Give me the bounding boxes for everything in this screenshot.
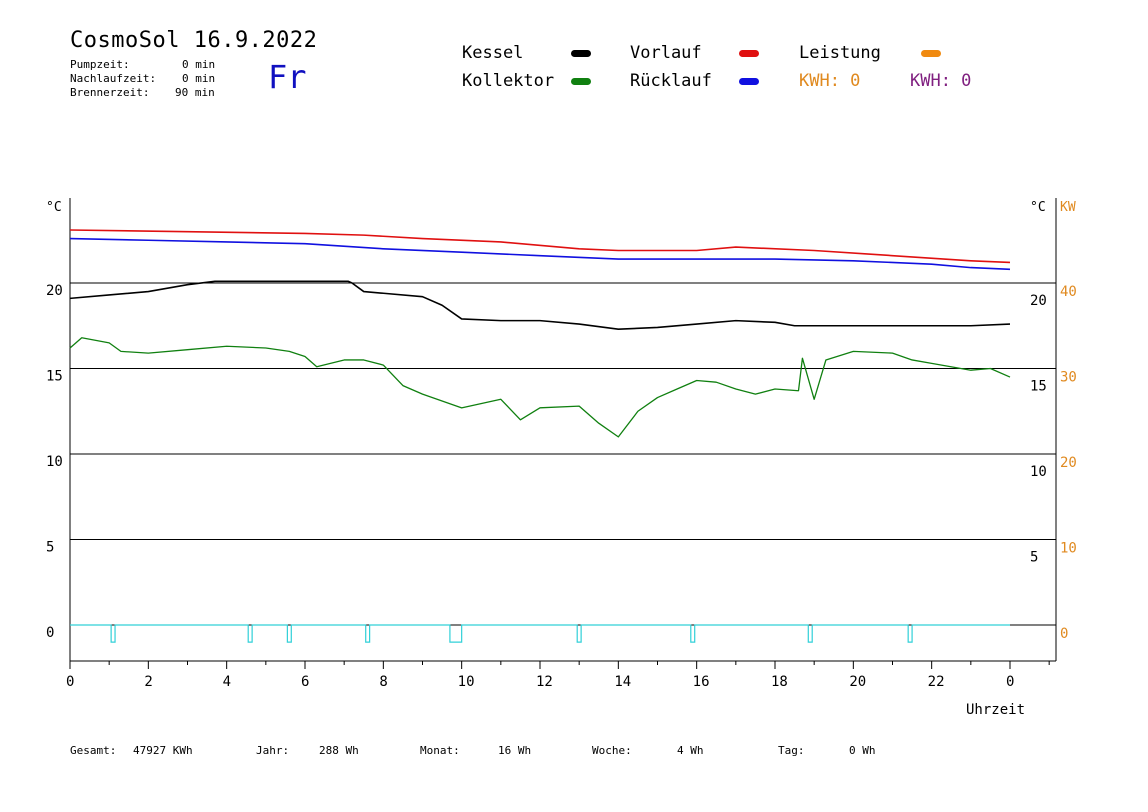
y-tick-label-left: 20	[46, 283, 63, 299]
series-line-ruecklauf	[69, 237, 1011, 271]
kwh-leistung: KWH: 0	[799, 71, 861, 91]
y-axis-label-kw: KW	[1060, 200, 1076, 215]
series-line-vorlauf	[69, 229, 1011, 264]
y-tick-label-left: 15	[46, 369, 63, 385]
x-tick-label: 18	[771, 674, 788, 690]
tick-labels: 0 2 4 6 8 10 12 14 16 18 20 22 0 0 5 10 15 20 5 10 15 20 0 10 20…	[46, 283, 1077, 690]
stat-label-nachlaufzeit: Nachlaufzeit:	[70, 72, 157, 85]
legend-kollektor-label: Kollektor	[462, 71, 555, 91]
series-line-pumpe	[70, 624, 1010, 643]
kwh-total: KWH: 0	[910, 71, 972, 91]
y-tick-label-left: 0	[46, 625, 54, 641]
footer-gesamt-value: 47927 KWh	[133, 744, 193, 757]
x-tick-label: 4	[223, 674, 231, 690]
y-tick-label-left: 5	[46, 540, 54, 556]
weekday-label: Fr	[268, 58, 307, 96]
x-tick-label: 8	[379, 674, 387, 690]
y-tick-label-right: 20	[1030, 293, 1047, 309]
y-tick-label-right: 10	[1030, 464, 1047, 480]
series-group	[69, 229, 1011, 643]
x-tick-label: 10	[458, 674, 475, 690]
y-axis-label-right: °C	[1030, 200, 1046, 215]
legend-kessel-label: Kessel	[462, 43, 524, 63]
footer-gesamt-label: Gesamt:	[70, 744, 117, 757]
x-tick-label: 0	[66, 674, 74, 690]
stat-value-pumpzeit: 0 min	[182, 58, 216, 71]
legend-kollektor-swatch	[571, 78, 591, 85]
x-tick-label: 14	[614, 674, 631, 690]
x-tick-label: 0	[1006, 674, 1014, 690]
footer-jahr-label: Jahr:	[256, 744, 290, 757]
stat-label-brennerzeit: Brennerzeit:	[70, 86, 150, 99]
x-tick-label: 12	[536, 674, 553, 690]
y-tick-label-right: 15	[1030, 379, 1047, 395]
x-tick-label: 22	[928, 674, 945, 690]
axes	[69, 198, 1057, 662]
legend-leistung-swatch	[921, 50, 941, 57]
footer-jahr-value: 288 Wh	[319, 744, 359, 757]
footer-woche-value: 4 Wh	[677, 744, 704, 757]
footer-monat-label: Monat:	[420, 744, 460, 757]
legend-vorlauf-swatch	[739, 50, 759, 57]
footer-tag-label: Tag:	[778, 744, 805, 757]
y-tick-label-kw: 40	[1060, 284, 1077, 300]
stat-value-nachlaufzeit: 0 min	[182, 72, 216, 85]
footer-tag-value: 0 Wh	[849, 744, 876, 757]
footer-monat-value: 16 Wh	[498, 744, 532, 757]
y-tick-label-kw: 10	[1060, 541, 1077, 557]
legend-kessel-swatch	[571, 50, 591, 57]
y-tick-label-kw: 20	[1060, 455, 1077, 471]
x-tick-label: 6	[301, 674, 309, 690]
stat-label-pumpzeit: Pumpzeit:	[70, 58, 130, 71]
legend-leistung-label: Leistung	[799, 43, 881, 63]
y-tick-label-kw: 0	[1060, 626, 1068, 642]
legend-ruecklauf-label: Rücklauf	[630, 71, 712, 91]
y-axis-label-left: °C	[46, 200, 62, 215]
stat-value-brennerzeit: 90 min	[175, 86, 215, 99]
legend-ruecklauf-swatch	[739, 78, 759, 85]
x-axis-label: Uhrzeit	[966, 702, 1025, 718]
x-tick-label: 20	[849, 674, 866, 690]
x-tick-label: 2	[144, 674, 152, 690]
footer-woche-label: Woche:	[592, 744, 632, 757]
grid-lines	[70, 282, 1056, 626]
legend-vorlauf-label: Vorlauf	[630, 43, 702, 63]
page-title: CosmoSol 16.9.2022	[70, 28, 318, 53]
y-tick-label-kw: 30	[1060, 370, 1077, 386]
x-tick-label: 16	[693, 674, 710, 690]
y-tick-label-left: 10	[46, 454, 63, 470]
series-line-kessel	[69, 280, 1011, 330]
y-tick-label-right: 5	[1030, 550, 1038, 566]
series-line-kollektor	[69, 337, 1011, 438]
